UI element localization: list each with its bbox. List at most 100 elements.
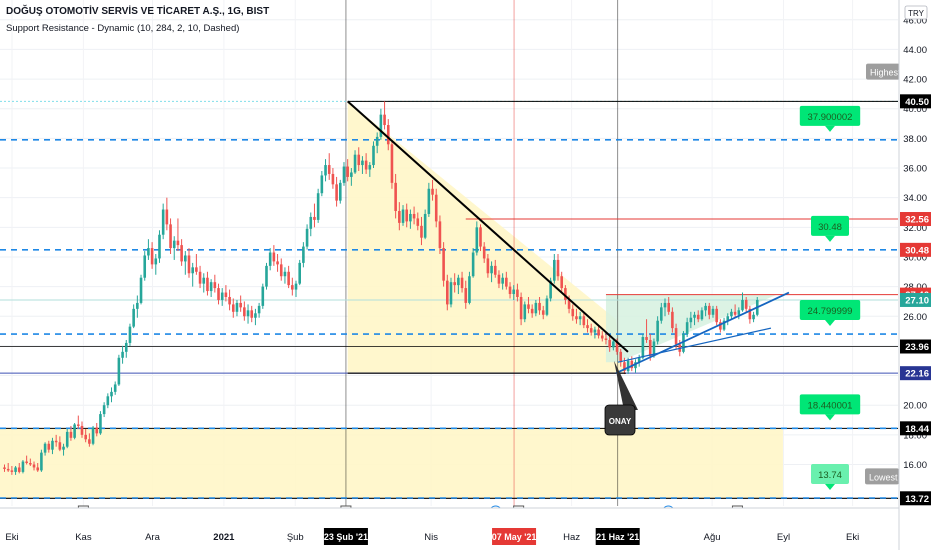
- time-tick-label: Eki: [846, 532, 859, 543]
- lowest-label: Lowest P: [869, 472, 906, 482]
- candle: [586, 319, 589, 333]
- candle: [128, 323, 132, 346]
- time-tick-label: Nis: [424, 532, 438, 543]
- candle: [191, 262, 194, 287]
- candle-body: [202, 277, 206, 284]
- candle: [143, 251, 147, 281]
- candle-body: [394, 182, 397, 212]
- candle: [313, 203, 316, 228]
- candle-body: [674, 328, 678, 345]
- candle-body: [213, 282, 217, 289]
- candle-body: [534, 302, 538, 314]
- candle: [438, 215, 442, 254]
- candle: [180, 239, 183, 266]
- candle-body: [416, 218, 420, 226]
- indicator-legend[interactable]: Support Resistance - Dynamic (10, 284, 2…: [6, 23, 240, 34]
- candle: [604, 332, 608, 345]
- price-label-text: 23.96: [905, 342, 929, 353]
- candle-body: [434, 194, 438, 222]
- candle-body: [121, 351, 124, 358]
- candle-body: [320, 175, 324, 194]
- candle-body: [172, 240, 176, 249]
- candle-body: [316, 193, 320, 220]
- candle: [327, 153, 331, 180]
- candle-body: [586, 325, 589, 329]
- annotations: ONAY Highest Lowest P: [604, 63, 906, 485]
- time-highlight-label: 21 Haz '21: [596, 532, 639, 542]
- candle: [335, 176, 338, 207]
- candle-body: [217, 288, 220, 300]
- candle: [431, 179, 434, 201]
- candle: [147, 239, 150, 260]
- candle-body: [84, 434, 87, 440]
- candle: [545, 295, 549, 317]
- candle-body: [40, 452, 43, 471]
- candle: [479, 224, 482, 252]
- candle: [398, 202, 401, 231]
- candle: [482, 242, 486, 263]
- candle: [368, 162, 372, 177]
- candle-body: [505, 277, 508, 287]
- candle: [58, 436, 62, 452]
- candle-body: [117, 357, 121, 385]
- candle-body: [578, 316, 582, 320]
- candle-body: [32, 464, 36, 468]
- candle-body: [405, 209, 409, 222]
- price-tick-label: 42.00: [903, 75, 927, 86]
- candle-body: [106, 396, 110, 406]
- candle-body: [228, 296, 231, 305]
- sr-callout-text: 13.74: [818, 470, 842, 481]
- candle-body: [25, 461, 28, 464]
- price-tick-label: 16.00: [903, 460, 927, 471]
- candle: [298, 259, 301, 286]
- candle: [394, 173, 397, 219]
- candle: [541, 305, 545, 320]
- candle: [47, 440, 51, 453]
- gridlines: [0, 0, 898, 506]
- candle-body: [575, 316, 578, 320]
- candle: [124, 339, 128, 358]
- candle: [379, 108, 383, 140]
- candle-body: [390, 144, 394, 183]
- price-tick-label: 32.00: [903, 223, 927, 234]
- candle: [726, 313, 730, 326]
- candle: [291, 277, 294, 296]
- candle: [704, 302, 707, 317]
- sr-callout-pointer: [825, 414, 835, 421]
- candle: [184, 251, 187, 275]
- candle-body: [276, 261, 279, 265]
- price-tick-label: 36.00: [903, 164, 927, 175]
- candle: [272, 245, 276, 266]
- candle-body: [689, 317, 693, 323]
- sr-callout-box: [799, 105, 861, 126]
- trend-drawings: [347, 100, 790, 374]
- candle: [390, 139, 394, 189]
- candle: [744, 296, 748, 312]
- candle-body: [752, 314, 755, 320]
- candle-body: [14, 467, 17, 472]
- sr-level-labels: 37.900002 30.48 24.799999 18.440001 13.74: [799, 105, 861, 490]
- candle: [10, 465, 14, 475]
- time-highlight-label: 23 Şub '21: [324, 532, 368, 542]
- candle: [121, 345, 124, 364]
- candle-body: [272, 252, 276, 262]
- candle-body: [449, 282, 453, 305]
- candle: [65, 428, 69, 449]
- candle: [77, 415, 80, 429]
- candle-body: [283, 271, 287, 277]
- candle: [283, 267, 287, 284]
- candle-body: [29, 463, 32, 465]
- sr-callout: 24.799999: [799, 300, 861, 327]
- candle: [346, 159, 349, 182]
- candle: [501, 273, 504, 290]
- candle: [32, 461, 36, 471]
- sr-callout-text: 24.799999: [808, 306, 853, 317]
- candle-body: [545, 298, 549, 315]
- candle-body: [257, 305, 261, 314]
- candle-body: [187, 255, 191, 274]
- candle-body: [147, 248, 150, 256]
- candle-body: [209, 282, 213, 292]
- candle: [324, 159, 327, 182]
- candle-body: [497, 274, 501, 284]
